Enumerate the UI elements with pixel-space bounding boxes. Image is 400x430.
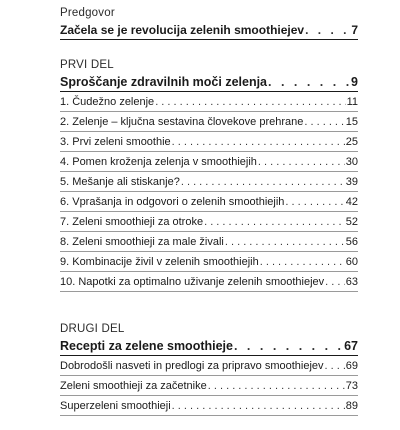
chapter-entry[interactable]: 6. Vprašanja in odgovori o zelenih smoot… [60, 192, 358, 212]
table-of-contents: Predgovor Začela se je revolucija zeleni… [60, 6, 358, 430]
entry-page: 56 [345, 236, 358, 248]
entry-page: 63 [345, 276, 358, 288]
entry-page: 42 [345, 196, 358, 208]
entry-title: 10. Napotki za optimalno uživanje zeleni… [60, 276, 325, 288]
entry-title: 2. Zelenje – ključna sestavina človekove… [60, 116, 304, 128]
entry-title: 4. Pomen kroženja zelenja v smoothiejih [60, 156, 257, 168]
entry-page: 67 [344, 339, 358, 353]
dot-leader: . . . . . . . . . . . . . . . . . . . . … [224, 236, 345, 248]
entry-title: Superzeleni smoothieji [60, 400, 171, 412]
dot-leader: . . . . . . . . . . . . . . . . . . . . … [233, 339, 343, 353]
chapter-entry[interactable]: 4. Pomen kroženja zelenja v smoothiejih.… [60, 152, 358, 172]
entry-title: 1. Čudežno zelenje [60, 96, 155, 108]
entry-title: 6. Vprašanja in odgovori o zelenih smoot… [60, 196, 285, 208]
chapter-entry[interactable]: 1. Čudežno zelenje. . . . . . . . . . . … [60, 92, 358, 112]
dot-leader: . . . . . . . . . . . . . . . . . . . . … [285, 196, 344, 208]
dot-leader: . . . . . . . . . . . . . . . . . . . . … [259, 256, 345, 268]
dot-leader: . . . . . . . . . . . . . . . . . . . . … [304, 116, 345, 128]
chapter-entry[interactable]: 8. Zeleni smoothieji za male živali. . .… [60, 232, 358, 252]
dot-leader: . . . . . . . . . . . . . . . . . . . . [268, 75, 350, 89]
dot-leader: . . . . . . . . . . . . . . . . . . . . … [324, 360, 345, 372]
entry-page: 7 [351, 23, 358, 37]
chapter-entry[interactable]: Dobrodošli nasveti in predlogi za pripra… [60, 356, 358, 376]
preface-label: Predgovor [60, 7, 115, 19]
chapter-entry[interactable]: Superzeleni smoothieji. . . . . . . . . … [60, 396, 358, 416]
dot-leader: . . . . . . . . . . . . . . . . . . . . … [180, 176, 345, 188]
part1-chapter-list: 1. Čudežno zelenje. . . . . . . . . . . … [60, 92, 358, 292]
entry-title: Dobrodošli nasveti in predlogi za pripra… [60, 360, 324, 372]
chapter-entry[interactable]: 10. Napotki za optimalno uživanje zeleni… [60, 272, 358, 292]
entry-title: 3. Prvi zeleni smoothie [60, 136, 171, 148]
entry-title: 8. Zeleni smoothieji za male živali [60, 236, 224, 248]
dot-leader: . . . . . . . . . . . . . . . . . . . . [305, 23, 350, 37]
dot-leader: . . . . . . . . . . . . . . . . . . . . … [204, 216, 345, 228]
entry-page: 52 [345, 216, 358, 228]
entry-title: Sproščanje zdravilnih moči zelenja [60, 75, 268, 89]
chapter-entry-cut-off [60, 416, 358, 430]
entry-page: 69 [345, 360, 358, 372]
entry-title: 5. Mešanje ali stiskanje? [60, 176, 180, 188]
entry-page: 60 [345, 256, 358, 268]
dot-leader: . . . . . . . . . . . . . . . . . . . . … [171, 136, 345, 148]
entry-page: 39 [345, 176, 358, 188]
part2-chapter-list: Dobrodošli nasveti in predlogi za pripra… [60, 356, 358, 430]
dot-leader: . . . . . . . . . . . . . . . . . . . . … [155, 96, 345, 108]
entry-page: 30 [345, 156, 358, 168]
part1-entry[interactable]: Sproščanje zdravilnih moči zelenja . . .… [60, 72, 358, 92]
dot-leader: . . . . . . . . . . . . . . . . . . . . … [325, 276, 345, 288]
entry-title: 7. Zeleni smoothieji za otroke [60, 216, 204, 228]
dot-leader: . . . . . . . . . . . . . . . . . . . . … [207, 380, 345, 392]
entry-page: 73 [345, 380, 358, 392]
chapter-entry[interactable]: 2. Zelenje – ključna sestavina človekove… [60, 112, 358, 132]
entry-title: Recepti za zelene smoothieje [60, 339, 233, 353]
entry-title: Začela se je revolucija zelenih smoothie… [60, 23, 305, 37]
entry-page: 89 [345, 400, 358, 412]
part1-label: PRVI DEL [60, 59, 114, 71]
entry-title: Zeleni smoothieji za začetnike [60, 380, 207, 392]
entry-page: 9 [351, 75, 358, 89]
entry-title: 9. Kombinacije živil v zelenih smoothiej… [60, 256, 259, 268]
part2-entry[interactable]: Recepti za zelene smoothieje . . . . . .… [60, 336, 358, 356]
chapter-entry[interactable]: 7. Zeleni smoothieji za otroke. . . . . … [60, 212, 358, 232]
entry-page: 15 [345, 116, 358, 128]
entry-page: 25 [345, 136, 358, 148]
dot-leader: . . . . . . . . . . . . . . . . . . . . … [171, 400, 345, 412]
chapter-entry[interactable]: 9. Kombinacije živil v zelenih smoothiej… [60, 252, 358, 272]
preface-entry[interactable]: Začela se je revolucija zelenih smoothie… [60, 20, 358, 40]
part2-label: DRUGI DEL [60, 323, 125, 335]
chapter-entry[interactable]: 3. Prvi zeleni smoothie. . . . . . . . .… [60, 132, 358, 152]
entry-page: 11 [346, 96, 358, 108]
chapter-entry[interactable]: Zeleni smoothieji za začetnike. . . . . … [60, 376, 358, 396]
dot-leader: . . . . . . . . . . . . . . . . . . . . … [257, 156, 345, 168]
chapter-entry[interactable]: 5. Mešanje ali stiskanje?. . . . . . . .… [60, 172, 358, 192]
